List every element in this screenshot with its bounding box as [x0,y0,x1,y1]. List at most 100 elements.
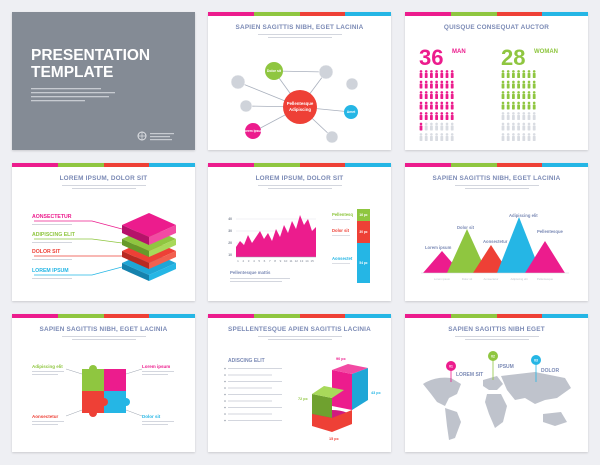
person-icon [532,101,536,110]
pie-segment [312,394,332,418]
slide-3-people[interactable]: QUISQUE CONSEQUAT AUCTOR 36 MAN 28 WOMAN [405,12,588,150]
x-tick: 4 [253,259,255,263]
center-label-2: Adipiscing [289,107,311,112]
slide-6-triangles[interactable]: SAPIEN SAGITTIS NIBH, EGET LACINIA Lorem… [405,163,588,301]
person-icon [532,80,536,89]
puzzle-label: Lorem ipsum [142,364,170,369]
x-tick: 13 [300,259,304,263]
x-tick: 14 [305,259,309,263]
person-icon [435,133,438,141]
person-icon [445,70,449,78]
person-icon [440,91,444,99]
color-stripe [208,163,391,167]
pin-number: 01 [449,364,453,368]
person-icon [532,133,536,141]
triangle-label: Adipiscing elit [509,213,538,218]
person-icon [532,70,536,78]
slide-7-puzzle[interactable]: SAPIEN SAGITTIS NIBH, EGET LACINIA Adipi… [12,314,195,452]
slide-9-world-map[interactable]: SAPIEN SAGITTIS NIBH EGET 01 02 03 LOREM… [405,314,588,452]
person-icon [435,80,438,89]
person-icon [450,80,454,89]
pie-segment [312,410,352,432]
x-tick: 11 [289,259,292,263]
legend-2: Dolor sit [332,228,350,233]
person-icon [522,112,526,120]
person-icon [517,133,520,141]
person-icon [517,112,520,120]
pin-label: IPSUM [498,364,514,370]
x-tick: 9 [280,259,282,263]
slide-title: SPELLENTESQUE APIEN SAGITTIS LACINIA [228,326,371,333]
puzzle-piece [82,369,104,391]
person-icon [450,112,454,120]
person-icon [430,133,433,141]
puzzle-piece [82,391,104,413]
layer-label-3: DOLOR SIT [32,249,61,255]
title-line-1: PRESENTATION [31,47,151,64]
y-tick: 30 [228,229,232,233]
color-stripe [405,12,588,16]
lorem-label: Lorem ipsum [243,129,264,133]
map-pin-3 [531,355,541,365]
person-icon [445,122,449,131]
slide-title: SAPIEN SAGITTIS NIBH, EGET LACINIA [432,175,561,182]
slide-2-network[interactable]: SAPIEN SAGITTIS NIBH, EGET LACINIA Pelle… [208,12,391,150]
person-icon [506,70,510,78]
woman-value: 28 [501,45,526,70]
person-icon [532,122,536,131]
person-icon [450,133,454,141]
area-chart: 40 30 20 10 1 2 3 4 5 6 7 8 9 10 11 12 13 14 15 Pellen… [228,185,370,283]
slide-1-title[interactable]: PRESENTATION TEMPLATE [12,12,195,150]
layer-label-4: LOREM IPSUM [32,268,69,274]
x-tick: 8 [274,259,276,263]
person-icon [440,80,444,89]
bar-label: 54 pc [359,261,367,265]
3d-pie-chart: ADISCING ELIT 90 pc 43 pc 72 pc 15 pc [224,336,381,441]
center-label-1: Pellentesque [287,101,314,106]
person-icon [506,91,510,99]
x-tick: 12 [295,259,299,263]
color-stripe [12,163,195,167]
person-icon [445,133,449,141]
person-icon [445,112,449,120]
person-icon [501,122,505,131]
slide-4-layers[interactable]: LOREM IPSUM, DOLOR SIT AONSECTETUR ADIPI… [12,163,195,301]
y-tick: 20 [228,241,232,245]
x-tick: 10 [284,259,288,263]
person-icon [440,70,444,78]
person-icon [501,112,505,120]
slide-8-3d-pie[interactable]: SPELLENTESQUE APIEN SAGITTIS LACINIA ADI… [208,314,391,452]
x-tick: 7 [269,259,271,263]
pie-value: 90 pc [336,357,346,361]
person-icon [512,70,515,78]
person-icon [522,70,526,78]
person-icon [512,91,515,99]
triangle-label: Pellentesque [537,229,564,234]
people-pictogram [419,70,536,141]
person-icon [445,91,449,99]
network-diagram: Pellentesque Adipiscing Dolor sit Lorem … [230,34,359,144]
pie-value: 15 pc [329,437,339,441]
person-icon [419,91,423,99]
person-icon [440,112,444,120]
legend-1: Pellentesq [332,212,353,217]
person-icon [527,101,531,110]
person-icon [506,122,510,131]
slide-title: LOREM IPSUM, DOLOR SIT [59,175,148,182]
bar-label: 30 pc [359,230,367,234]
person-icon [512,122,515,131]
person-icon [424,91,428,99]
person-icon [419,70,423,78]
world-map: 01 02 03 LOREM SIT IPSUM DOLOR [423,336,571,440]
person-icon [522,133,526,141]
puzzle-piece [104,369,126,391]
color-stripe [405,314,588,318]
person-icon [527,70,531,78]
woman-label: WOMAN [534,49,558,55]
person-icon [424,133,428,141]
puzzle-diagram: Adipiscing elit Lorem ipsum Aonsectetur … [32,336,174,425]
person-icon [445,80,449,89]
person-icon [522,101,526,110]
legend-3: Aonsectet [332,256,353,261]
